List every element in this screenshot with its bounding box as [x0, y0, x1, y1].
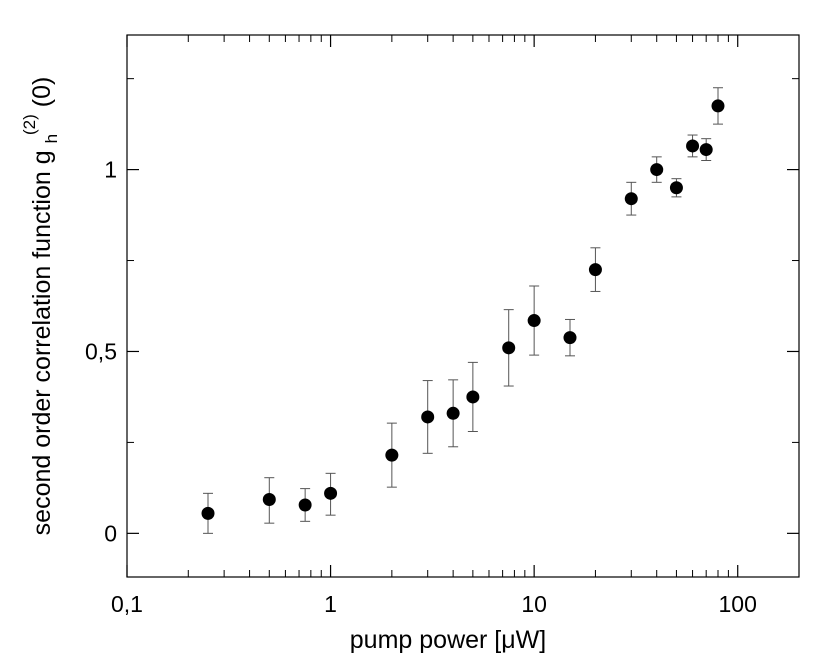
data-point [686, 139, 700, 153]
data-point [588, 263, 602, 277]
y-tick-label: 1 [104, 157, 117, 183]
error-bars [203, 87, 723, 534]
x-tick-label: 100 [719, 591, 757, 617]
data-points [201, 99, 725, 520]
x-tick-label: 10 [521, 591, 547, 617]
y-axis-label-suffix: (0) [28, 77, 56, 108]
data-point [699, 143, 713, 157]
data-point [262, 493, 276, 507]
data-point [650, 163, 664, 177]
data-point [446, 406, 460, 420]
data-point [669, 181, 683, 195]
y-axis-label-main: second order correlation function g [28, 150, 56, 535]
y-axis-label-superscript: (2) [20, 114, 39, 135]
data-point [624, 192, 638, 206]
data-point [711, 99, 725, 113]
data-point [385, 448, 399, 462]
data-point [298, 498, 312, 512]
data-point [466, 390, 480, 404]
data-point [421, 410, 435, 424]
y-tick-label: 0,5 [85, 338, 117, 364]
data-point [527, 314, 541, 328]
x-tick-label: 1 [324, 591, 337, 617]
data-point [502, 341, 516, 355]
plot-frame [126, 34, 800, 578]
x-tick-label: 0,1 [111, 591, 143, 617]
y-tick-label: 0 [104, 520, 117, 546]
data-point [201, 506, 215, 520]
y-axis-label-subscript: h [42, 134, 61, 143]
data-point [563, 331, 577, 345]
x-axis-label: pump power [μW] [350, 626, 546, 654]
y-axis-label: second order correlation function g h (2… [13, 77, 63, 536]
data-point [324, 486, 338, 500]
axis-ticks: 0,1 1 10 100 0 0,5 1 [85, 35, 799, 617]
